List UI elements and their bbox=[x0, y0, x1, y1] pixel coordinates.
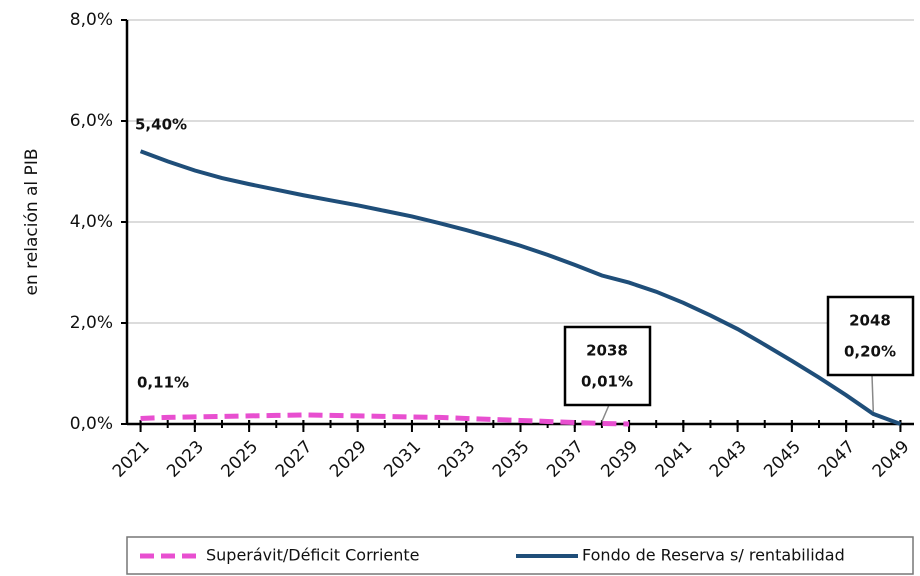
series-line bbox=[139, 149, 902, 426]
annotation-text: 2048 bbox=[849, 312, 891, 330]
x-tick-label: 2033 bbox=[435, 437, 480, 482]
annotation-box bbox=[563, 325, 652, 407]
x-tick-label: 2021 bbox=[109, 437, 154, 482]
x-tick-label: 2041 bbox=[652, 437, 697, 482]
annotation-text: 0,01% bbox=[581, 373, 633, 391]
x-tick-label: 2027 bbox=[272, 437, 317, 482]
legend-label: Superávit/Déficit Corriente bbox=[206, 546, 419, 565]
x-tick-label: 2049 bbox=[869, 437, 914, 482]
x-tick-label: 2047 bbox=[814, 437, 859, 482]
x-tick-label: 2025 bbox=[217, 437, 262, 482]
annotation-text: 2038 bbox=[586, 342, 628, 360]
annotation-text: 0,20% bbox=[844, 343, 896, 361]
y-tick-label: 0,0% bbox=[70, 414, 113, 434]
annotation-text: 5,40% bbox=[135, 116, 187, 134]
annotation-box bbox=[826, 295, 915, 377]
x-tick-label: 2039 bbox=[597, 437, 642, 482]
x-tick-label: 2031 bbox=[380, 437, 425, 482]
legend-label: Fondo de Reserva s/ rentabilidad bbox=[582, 546, 845, 565]
x-tick-label: 2035 bbox=[489, 437, 534, 482]
x-tick-label: 2037 bbox=[543, 437, 588, 482]
y-axis-label: en relación al PIB bbox=[22, 149, 42, 296]
y-tick-label: 2,0% bbox=[70, 313, 113, 333]
x-tick-label: 2029 bbox=[326, 437, 371, 482]
y-tick-label: 6,0% bbox=[70, 111, 113, 131]
x-tick-label: 2043 bbox=[706, 437, 751, 482]
x-tick-label: 2023 bbox=[163, 437, 208, 482]
y-tick-label: 8,0% bbox=[70, 10, 113, 30]
series-line bbox=[140, 412, 630, 427]
x-tick-label: 2045 bbox=[760, 437, 805, 482]
annotation-connector bbox=[601, 404, 610, 422]
y-tick-label: 4,0% bbox=[70, 212, 113, 232]
annotation-text: 0,11% bbox=[137, 374, 189, 392]
annotation-connector bbox=[871, 374, 875, 412]
